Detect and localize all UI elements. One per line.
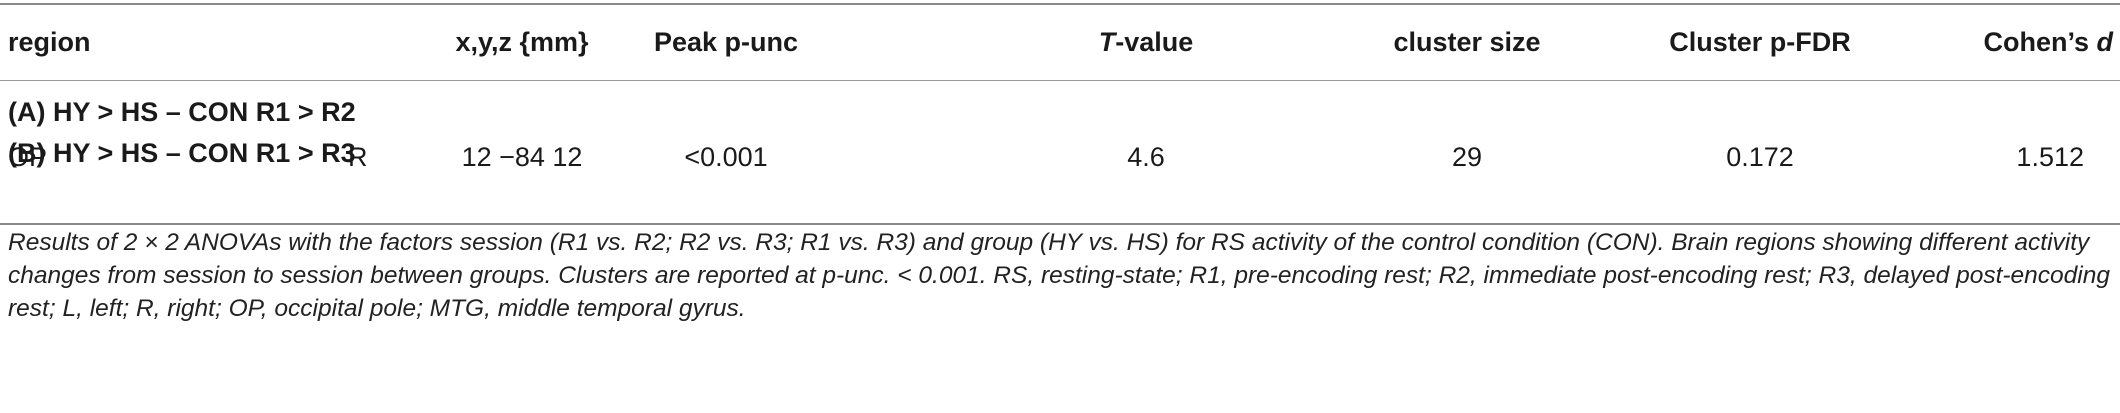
- section-title-b: (B) HY > HS – CON R1 > R3: [8, 138, 356, 168]
- header-peak-p-unc: Peak p-unc: [653, 27, 799, 57]
- table-header-rule: [0, 80, 2120, 81]
- table-top-rule: [0, 3, 2120, 5]
- section-title-a: (A) HY > HS – CON R1 > R2: [8, 97, 356, 127]
- table-bottom-rule: [0, 223, 2120, 225]
- header-cluster-p-fdr: Cluster p-FDR: [1669, 27, 1851, 57]
- cell-cluster-p-fdr: 0.172: [1726, 142, 1794, 172]
- header-region: region: [8, 27, 91, 57]
- header-cluster-size: cluster size: [1393, 27, 1541, 57]
- header-t-italic: T: [1098, 27, 1116, 57]
- table-caption: Results of 2 × 2 ANOVAs with the factors…: [8, 229, 2110, 322]
- header-coords: x,y,z {mm}: [455, 27, 589, 57]
- header-cohens-prefix: Cohen’s: [1983, 27, 2097, 57]
- cell-cohens-d: 1.512: [2016, 142, 2084, 172]
- cell-t-value: 4.6: [1127, 142, 1165, 172]
- cell-coords: 12 −84 12: [461, 142, 583, 172]
- cell-peak-p-unc: <0.001: [684, 142, 768, 172]
- header-cohens-d-italic: d: [2096, 27, 2114, 57]
- header-cohens-d: Cohen’s d: [1983, 26, 2113, 58]
- cell-hemisphere: R: [348, 142, 368, 172]
- header-t-suffix: -value: [1115, 27, 1194, 57]
- cell-cluster-size: 29: [1451, 142, 1483, 172]
- header-t-value: T-value: [1099, 26, 1194, 58]
- cell-region: OP: [8, 142, 48, 172]
